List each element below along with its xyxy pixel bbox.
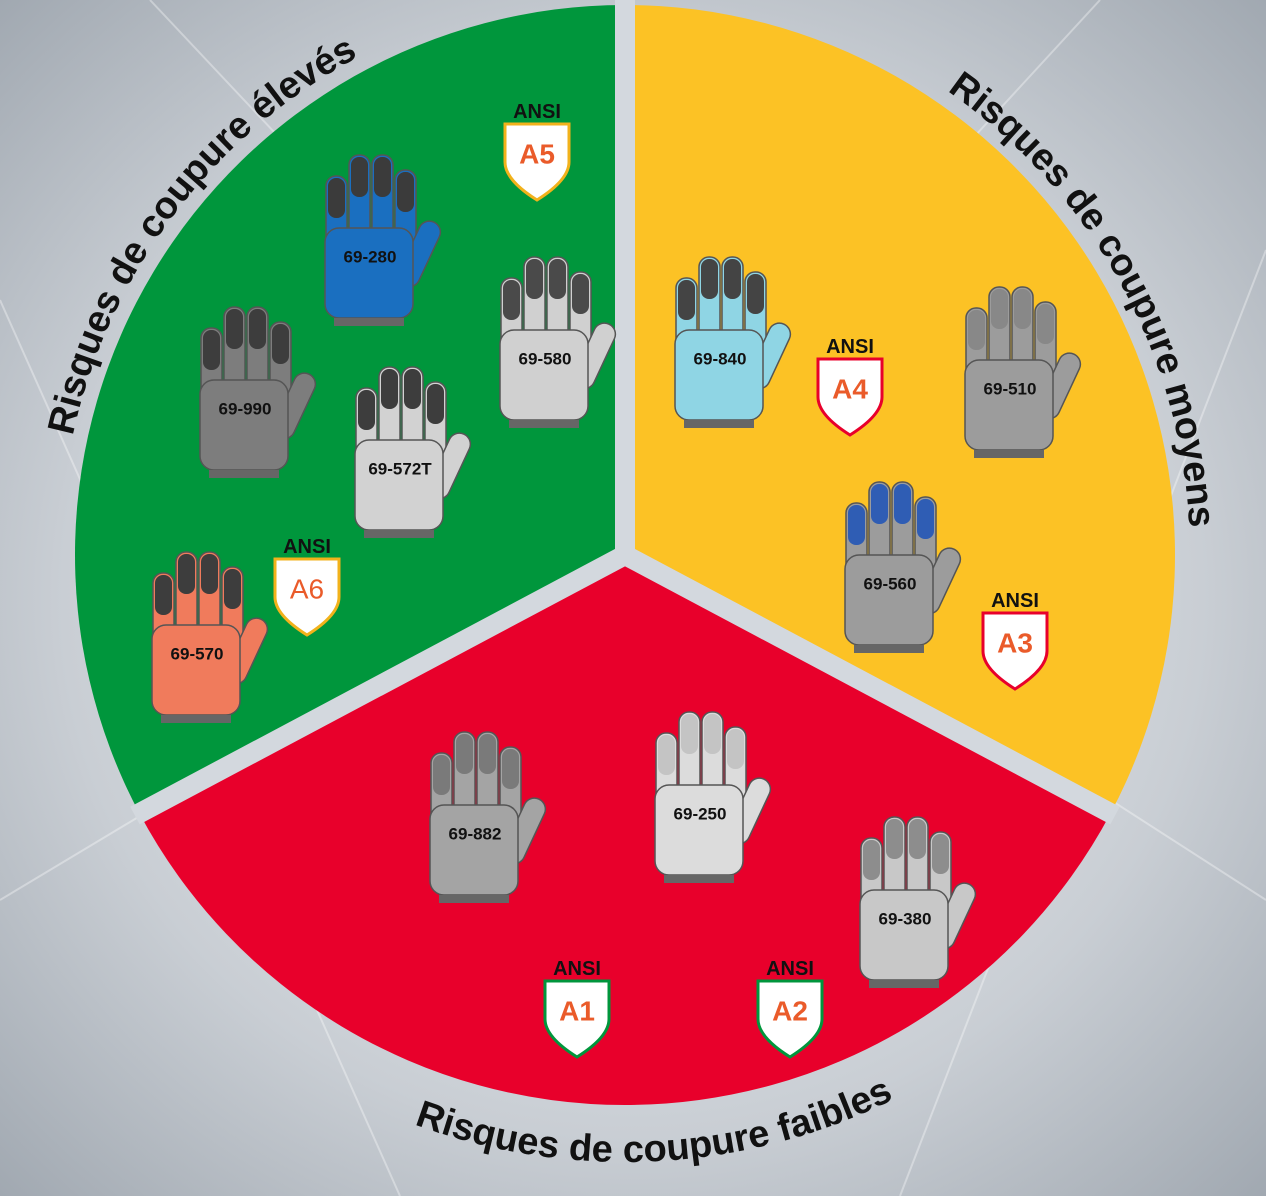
glove-coating [968, 310, 985, 350]
glove-coating [155, 575, 172, 615]
badge-standard: ANSI [766, 958, 814, 980]
glove-coating [909, 819, 926, 859]
glove-coating [351, 157, 368, 197]
badge-standard: ANSI [283, 536, 331, 558]
glove-coating [572, 274, 589, 314]
badge-level: A2 [772, 995, 808, 1026]
glove-coating [658, 735, 675, 775]
glove-coating [526, 259, 543, 299]
glove-palm [325, 228, 413, 318]
glove-cuff [974, 450, 1044, 458]
glove-cuff [869, 980, 939, 988]
glove-palm [655, 785, 743, 875]
glove-coating [503, 280, 520, 320]
glove-coating [203, 330, 220, 370]
glove-palm [965, 360, 1053, 450]
glove-coating [433, 755, 450, 795]
glove-cuff [334, 318, 404, 326]
glove-coating [201, 554, 218, 594]
glove-palm [430, 805, 518, 895]
glove-coating [427, 384, 444, 424]
glove-palm [500, 330, 588, 420]
glove-palm [355, 440, 443, 530]
badge-standard: ANSI [991, 590, 1039, 612]
glove-coating [404, 369, 421, 409]
glove-coating [178, 554, 195, 594]
glove-label: 69-510 [984, 379, 1037, 398]
glove-coating [871, 484, 888, 524]
glove-cuff [664, 875, 734, 883]
glove-cuff [854, 645, 924, 653]
badge-level: A5 [519, 138, 555, 169]
glove-coating [991, 289, 1008, 329]
glove-coating [224, 569, 241, 609]
glove-label: 69-882 [449, 824, 502, 843]
glove-coating [226, 309, 243, 349]
glove-coating [1037, 304, 1054, 344]
glove-label: 69-250 [674, 804, 727, 823]
glove-label: 69-560 [864, 574, 917, 593]
glove-palm [675, 330, 763, 420]
glove-cuff [439, 895, 509, 903]
glove-coating [397, 172, 414, 212]
badge-level: A1 [559, 995, 595, 1026]
glove-palm [152, 625, 240, 715]
glove-label: 69-990 [219, 399, 272, 418]
glove-coating [358, 390, 375, 430]
glove-coating [681, 714, 698, 754]
glove-label: 69-380 [879, 909, 932, 928]
glove-coating [724, 259, 741, 299]
glove-coating [328, 178, 345, 218]
glove-coating [932, 834, 949, 874]
infographic: Risques de coupure élevésRisques de coup… [0, 0, 1266, 1196]
glove-cuff [161, 715, 231, 723]
glove-coating [502, 749, 519, 789]
glove-coating [381, 369, 398, 409]
glove-coating [479, 734, 496, 774]
glove-coating [456, 734, 473, 774]
glove-label: 69-572T [368, 459, 432, 478]
glove-coating [701, 259, 718, 299]
glove-label: 69-570 [171, 644, 224, 663]
badge-standard: ANSI [513, 101, 561, 123]
glove-coating [747, 274, 764, 314]
glove-coating [886, 819, 903, 859]
badge-level: A6 [290, 573, 324, 604]
glove-label: 69-840 [694, 349, 747, 368]
badge-standard: ANSI [826, 336, 874, 358]
glove-cuff [684, 420, 754, 428]
badge-standard: ANSI [553, 958, 601, 980]
glove-coating [848, 505, 865, 545]
glove-label: 69-580 [519, 349, 572, 368]
glove-cuff [209, 470, 279, 478]
page: Risques de coupure élevésRisques de coup… [0, 0, 1266, 1196]
glove-coating [727, 729, 744, 769]
badge-level: A3 [997, 627, 1033, 658]
glove-coating [704, 714, 721, 754]
glove-coating [249, 309, 266, 349]
glove-cuff [364, 530, 434, 538]
glove-palm [845, 555, 933, 645]
glove-coating [894, 484, 911, 524]
glove-coating [1014, 289, 1031, 329]
glove-coating [917, 499, 934, 539]
glove-coating [863, 840, 880, 880]
glove-coating [549, 259, 566, 299]
glove-palm [860, 890, 948, 980]
glove-coating [374, 157, 391, 197]
glove-palm [200, 380, 288, 470]
glove-cuff [509, 420, 579, 428]
glove-label: 69-280 [344, 247, 397, 266]
glove-coating [272, 324, 289, 364]
glove-coating [678, 280, 695, 320]
badge-level: A4 [832, 373, 868, 404]
